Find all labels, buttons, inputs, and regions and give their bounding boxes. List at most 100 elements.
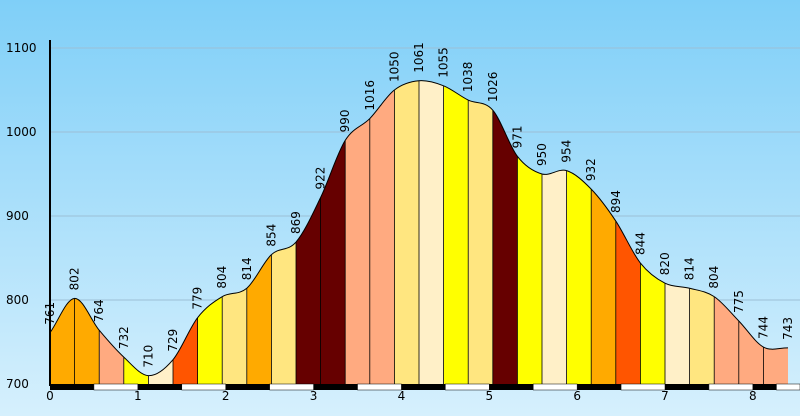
x-axis-scale-black (225, 384, 270, 390)
x-tick-label-3: 3 (310, 389, 318, 403)
data-label: 744 (756, 316, 770, 339)
data-label: 779 (191, 287, 205, 310)
y-tick-label-1100: 1100 (6, 41, 37, 55)
profile-outline (443, 85, 469, 101)
x-tick-label-7: 7 (661, 389, 669, 403)
data-label: 729 (166, 329, 180, 352)
profile-outline (344, 118, 371, 141)
area-segment (369, 90, 395, 384)
area-segment (517, 156, 542, 384)
profile-outline (738, 320, 764, 348)
x-axis-scale-white (776, 383, 800, 391)
profile-outline (615, 220, 641, 264)
profile-outline (541, 169, 567, 175)
area-segment (222, 288, 247, 384)
x-axis-scale-white (620, 383, 666, 391)
profile-outline (320, 140, 346, 198)
area-segment (74, 298, 100, 384)
data-label: 743 (781, 317, 795, 340)
area-segment (173, 317, 198, 384)
data-label: 932 (584, 158, 598, 181)
profile-outline (713, 296, 740, 322)
data-label: 1061 (412, 42, 426, 73)
x-axis-scale-white (445, 383, 490, 391)
area-segment (271, 242, 296, 384)
area-segment (197, 296, 223, 384)
profile-outline (123, 356, 149, 377)
data-label: 814 (240, 257, 254, 280)
x-axis-scale-white (357, 383, 402, 391)
data-label: 775 (732, 290, 746, 313)
profile-outline (74, 297, 100, 331)
x-axis-scale-white (708, 383, 754, 391)
area-segment (591, 189, 616, 384)
x-axis-scale-black (489, 384, 534, 390)
profile-outline (640, 262, 666, 284)
data-label: 1038 (461, 62, 475, 93)
x-axis-scale-black (665, 384, 709, 390)
data-label: 1026 (486, 72, 500, 103)
data-label: 761 (43, 302, 57, 325)
area-segment (689, 288, 715, 384)
profile-outline (98, 329, 125, 358)
area-segment (468, 100, 493, 384)
x-axis-scale-black (50, 384, 94, 390)
x-axis-scale-white (93, 383, 139, 391)
data-label: 894 (609, 190, 623, 213)
x-axis-scale-white (181, 383, 226, 391)
profile-outline (492, 109, 518, 157)
area-segment (50, 298, 75, 384)
area-segment (99, 330, 124, 384)
area-segment (345, 118, 370, 384)
area-segment (296, 197, 321, 384)
profile-outline (763, 346, 789, 350)
data-label: 732 (117, 326, 131, 349)
profile-outline (467, 99, 494, 111)
data-label: 820 (658, 252, 672, 275)
data-label: 814 (683, 257, 697, 280)
area-segment (640, 263, 665, 384)
area-segment (320, 140, 346, 384)
area-segment (246, 254, 272, 384)
profile-outline (172, 317, 198, 360)
x-tick-label-4: 4 (398, 389, 406, 403)
profile-outline (295, 197, 322, 243)
profile-outline (689, 287, 715, 298)
data-label: 1050 (387, 51, 401, 82)
profile-outline (148, 359, 174, 377)
x-axis-scale-white (532, 383, 578, 391)
data-label: 804 (707, 266, 721, 289)
profile-outline (566, 170, 592, 190)
data-label: 710 (141, 345, 155, 368)
data-label: 971 (510, 125, 524, 148)
profile-outline (271, 241, 297, 256)
y-tick-label-700: 700 (6, 377, 29, 391)
x-tick-label-8: 8 (749, 389, 757, 403)
data-label: 804 (215, 266, 229, 289)
x-tick-label-6: 6 (573, 389, 581, 403)
x-tick-label-1: 1 (134, 389, 142, 403)
area-segment (443, 85, 469, 385)
data-label: 869 (289, 211, 303, 234)
data-label: 802 (68, 267, 82, 290)
x-axis-scale-black (137, 384, 182, 390)
x-tick-label-0: 0 (46, 389, 54, 403)
x-axis-scale-black (401, 384, 446, 390)
area-segment (714, 296, 739, 384)
area-segment (394, 80, 419, 384)
x-axis-scale-black (577, 384, 622, 390)
x-axis-scale-white (269, 383, 314, 391)
area-segment (665, 283, 690, 384)
data-label: 1016 (363, 80, 377, 111)
data-label: 950 (535, 143, 549, 166)
area-segment (738, 321, 764, 384)
y-tick-label-1000: 1000 (6, 125, 37, 139)
data-label: 844 (633, 232, 647, 255)
area-segment (492, 110, 518, 384)
profile-outline (246, 254, 272, 289)
area-segment (419, 80, 444, 385)
data-label: 764 (92, 299, 106, 322)
profile-outline (394, 80, 420, 91)
